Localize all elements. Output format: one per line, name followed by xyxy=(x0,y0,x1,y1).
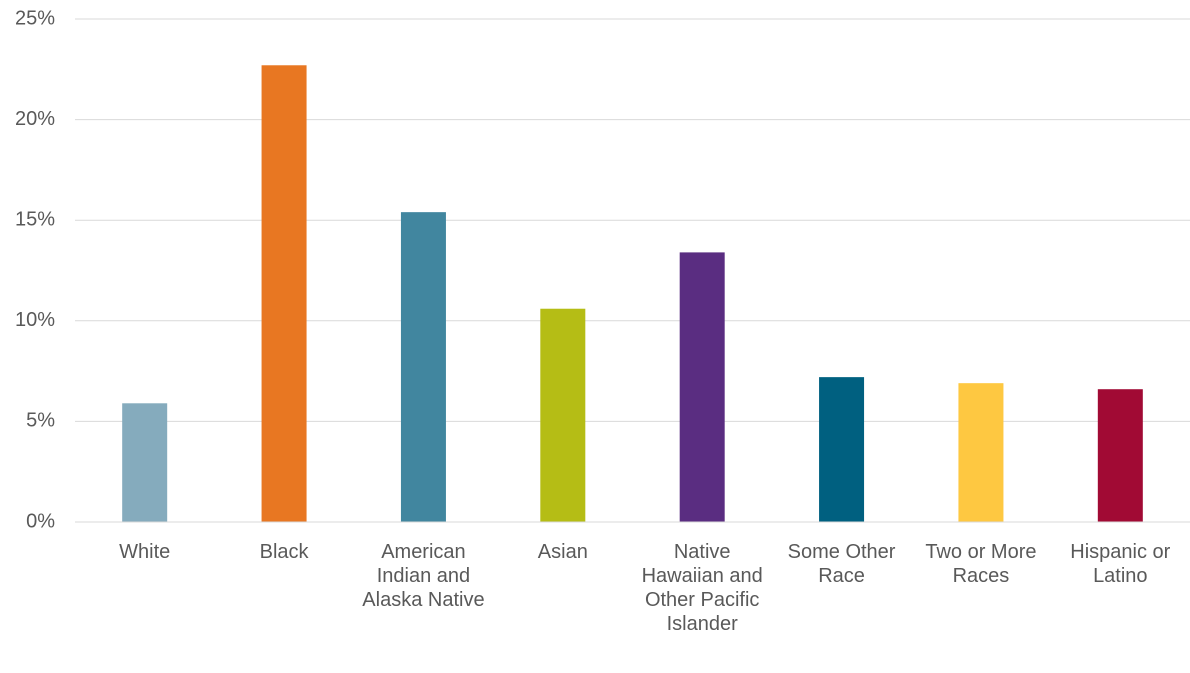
x-category-label: Black xyxy=(260,541,310,563)
bar-native-hawaiian-and-other-pacific-islander xyxy=(679,252,725,522)
x-category-label: Hispanic or Latino xyxy=(1070,541,1170,587)
y-axis-tick-labels: 0% 5% 10% 15% 20% 25% xyxy=(15,7,55,532)
bar-american-indian-and-alaska-native xyxy=(400,212,446,523)
x-axis-category-labels: White Black American Indian and Alaska Nativ… xyxy=(119,541,1171,635)
bar-asian xyxy=(540,308,586,522)
x-category-label: Native Hawaiian and Other Pacific Islander xyxy=(642,541,763,635)
x-category-label: Some Other Race xyxy=(788,541,896,587)
y-tick-label: 25% xyxy=(15,7,55,29)
bar-two-or-more-races xyxy=(958,383,1004,522)
bar-black xyxy=(261,65,307,522)
gridlines xyxy=(75,18,1190,422)
bars xyxy=(122,65,1143,523)
y-tick-label: 15% xyxy=(15,208,55,230)
x-category-label: Two or More Races xyxy=(925,541,1036,587)
bar-some-other-race xyxy=(819,377,865,522)
x-category-label: American Indian and Alaska Native xyxy=(362,541,484,611)
x-category-label: White xyxy=(119,541,170,563)
y-tick-label: 20% xyxy=(15,108,55,130)
y-tick-label: 10% xyxy=(15,309,55,331)
x-category-label: Asian xyxy=(538,541,588,563)
bar-white xyxy=(122,403,168,522)
y-tick-label: 0% xyxy=(26,510,55,532)
y-tick-label: 5% xyxy=(26,410,55,432)
bar-hispanic-or-latino xyxy=(1097,389,1143,522)
